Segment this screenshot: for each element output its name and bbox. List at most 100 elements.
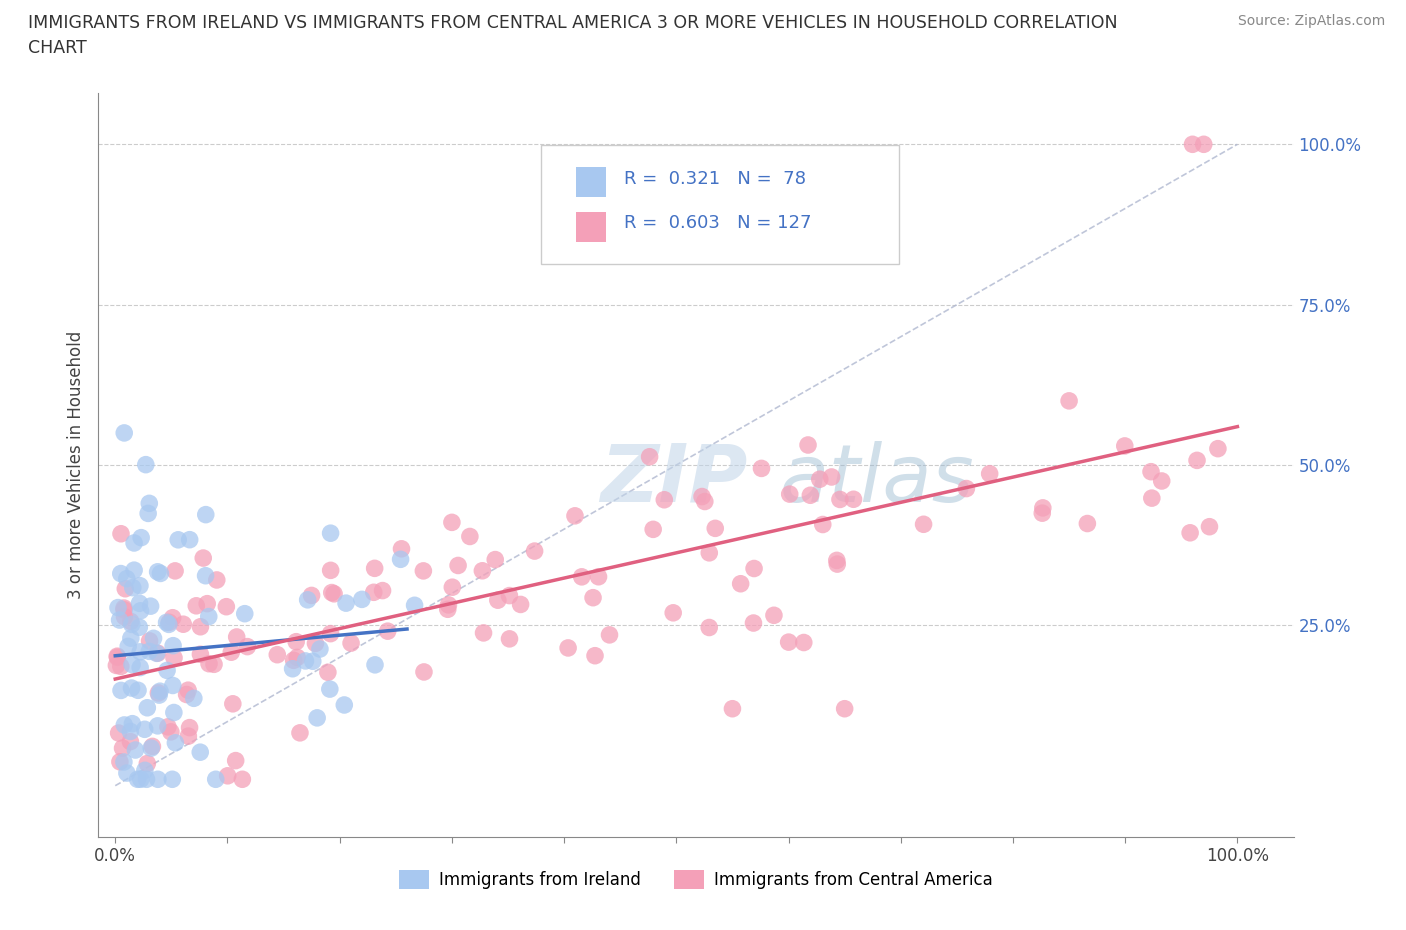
Point bbox=[842, 492, 865, 507]
Point bbox=[120, 614, 142, 629]
Y-axis label: 3 or more Vehicles in Household: 3 or more Vehicles in Household bbox=[66, 331, 84, 599]
Point bbox=[134, 722, 156, 737]
Point bbox=[288, 725, 311, 740]
Point bbox=[127, 683, 149, 698]
Point bbox=[1181, 137, 1204, 152]
Point bbox=[135, 458, 157, 472]
Point bbox=[120, 734, 142, 749]
Point bbox=[110, 683, 132, 698]
Point bbox=[115, 765, 138, 780]
Point bbox=[440, 515, 463, 530]
Point bbox=[205, 573, 228, 588]
Point bbox=[156, 720, 179, 735]
Point bbox=[177, 683, 200, 698]
Point bbox=[124, 742, 146, 757]
Point bbox=[121, 658, 143, 672]
Point bbox=[149, 684, 172, 698]
Point bbox=[321, 585, 343, 600]
Point bbox=[793, 635, 815, 650]
Point bbox=[319, 525, 342, 540]
Point bbox=[110, 526, 132, 541]
Point bbox=[319, 626, 342, 641]
Point bbox=[297, 592, 319, 607]
Point bbox=[1198, 519, 1220, 534]
Text: Source: ZipAtlas.com: Source: ZipAtlas.com bbox=[1237, 14, 1385, 28]
Point bbox=[167, 532, 190, 547]
Point bbox=[742, 561, 765, 576]
Point bbox=[471, 564, 494, 578]
Point bbox=[697, 620, 720, 635]
Point bbox=[236, 639, 259, 654]
Point bbox=[333, 698, 356, 712]
Point bbox=[638, 449, 661, 464]
Point bbox=[225, 630, 247, 644]
Point bbox=[825, 553, 848, 568]
Point bbox=[146, 772, 169, 787]
FancyBboxPatch shape bbox=[541, 145, 900, 264]
Point bbox=[643, 522, 665, 537]
Point bbox=[128, 596, 150, 611]
Point bbox=[110, 659, 132, 674]
Point bbox=[146, 645, 169, 660]
Point bbox=[912, 517, 935, 532]
Point bbox=[413, 665, 436, 680]
Point bbox=[730, 577, 752, 591]
Point bbox=[179, 532, 201, 547]
Point bbox=[141, 740, 163, 755]
Point bbox=[215, 599, 238, 614]
Point bbox=[177, 729, 200, 744]
Point bbox=[136, 700, 159, 715]
Point bbox=[1057, 393, 1080, 408]
Point bbox=[219, 644, 242, 659]
Point bbox=[808, 472, 831, 486]
Point bbox=[114, 609, 136, 624]
Point bbox=[509, 597, 531, 612]
Point bbox=[186, 598, 208, 613]
Point bbox=[225, 753, 247, 768]
Point bbox=[114, 581, 136, 596]
Point bbox=[112, 718, 135, 733]
Point bbox=[955, 481, 977, 496]
Point bbox=[693, 494, 716, 509]
Point bbox=[105, 649, 128, 664]
Point bbox=[285, 650, 308, 665]
Point bbox=[163, 650, 186, 665]
Point bbox=[190, 647, 212, 662]
Point bbox=[162, 678, 184, 693]
Point bbox=[111, 740, 134, 755]
Point bbox=[233, 606, 256, 621]
Point bbox=[141, 739, 163, 754]
Point bbox=[1076, 516, 1098, 531]
Point bbox=[121, 681, 143, 696]
Point bbox=[404, 598, 426, 613]
Point bbox=[107, 650, 129, 665]
Point bbox=[190, 619, 212, 634]
Point bbox=[797, 437, 820, 452]
Point bbox=[778, 634, 800, 649]
Point bbox=[363, 561, 385, 576]
Point bbox=[721, 701, 744, 716]
Point bbox=[340, 636, 363, 651]
Point bbox=[447, 558, 470, 573]
Point bbox=[117, 639, 139, 654]
Point bbox=[350, 591, 373, 606]
Point bbox=[588, 569, 610, 584]
Point bbox=[129, 772, 152, 787]
Point bbox=[697, 545, 720, 560]
Point bbox=[179, 720, 201, 735]
Point bbox=[195, 596, 218, 611]
Point bbox=[107, 600, 129, 615]
Point bbox=[316, 665, 339, 680]
Point bbox=[148, 687, 170, 702]
Point bbox=[583, 648, 606, 663]
Point bbox=[108, 613, 131, 628]
Text: R =  0.321   N =  78: R = 0.321 N = 78 bbox=[624, 169, 806, 188]
Point bbox=[188, 745, 211, 760]
Point bbox=[364, 658, 387, 672]
Point bbox=[834, 246, 856, 260]
Point bbox=[377, 624, 399, 639]
Point bbox=[1114, 438, 1136, 453]
Point bbox=[1185, 453, 1208, 468]
Point bbox=[437, 597, 460, 612]
Point bbox=[146, 565, 169, 579]
